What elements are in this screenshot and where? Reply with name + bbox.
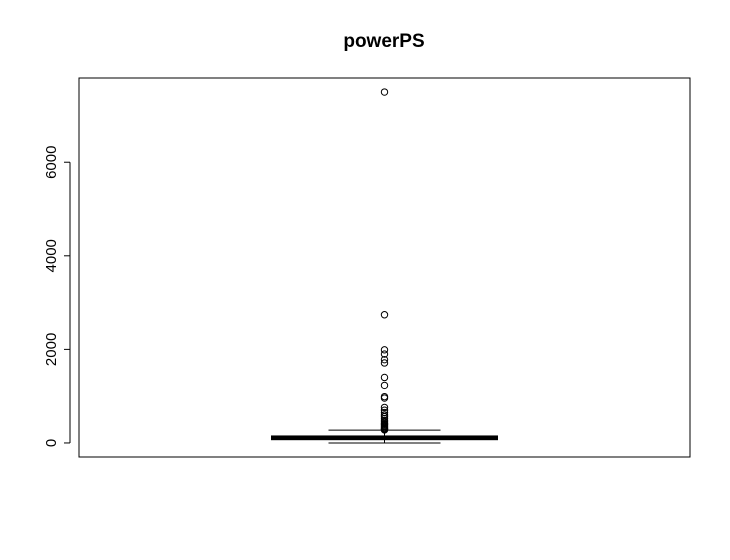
outlier-point <box>380 394 389 402</box>
outlier-group <box>380 88 389 434</box>
outlier-point <box>380 346 389 354</box>
outlier-point <box>380 403 389 412</box>
y-tick-label: 0 <box>43 439 60 447</box>
outlier-point <box>380 359 389 367</box>
y-tick-label: 2000 <box>43 333 60 366</box>
outlier-point <box>380 88 389 96</box>
outlier-point <box>380 350 389 358</box>
outlier-point <box>380 311 389 319</box>
outlier-point <box>380 381 389 390</box>
outlier-point <box>380 355 389 364</box>
outlier-point <box>380 373 389 382</box>
plot-frame <box>78 77 691 458</box>
outlier-point <box>380 411 389 419</box>
y-axis: 0 2000 4000 6000 <box>43 146 71 447</box>
outlier-point <box>380 426 389 434</box>
box-group <box>271 429 498 444</box>
chart-title: powerPS <box>343 31 424 52</box>
y-tick-label: 4000 <box>43 239 60 272</box>
y-tick-label: 6000 <box>43 146 60 179</box>
